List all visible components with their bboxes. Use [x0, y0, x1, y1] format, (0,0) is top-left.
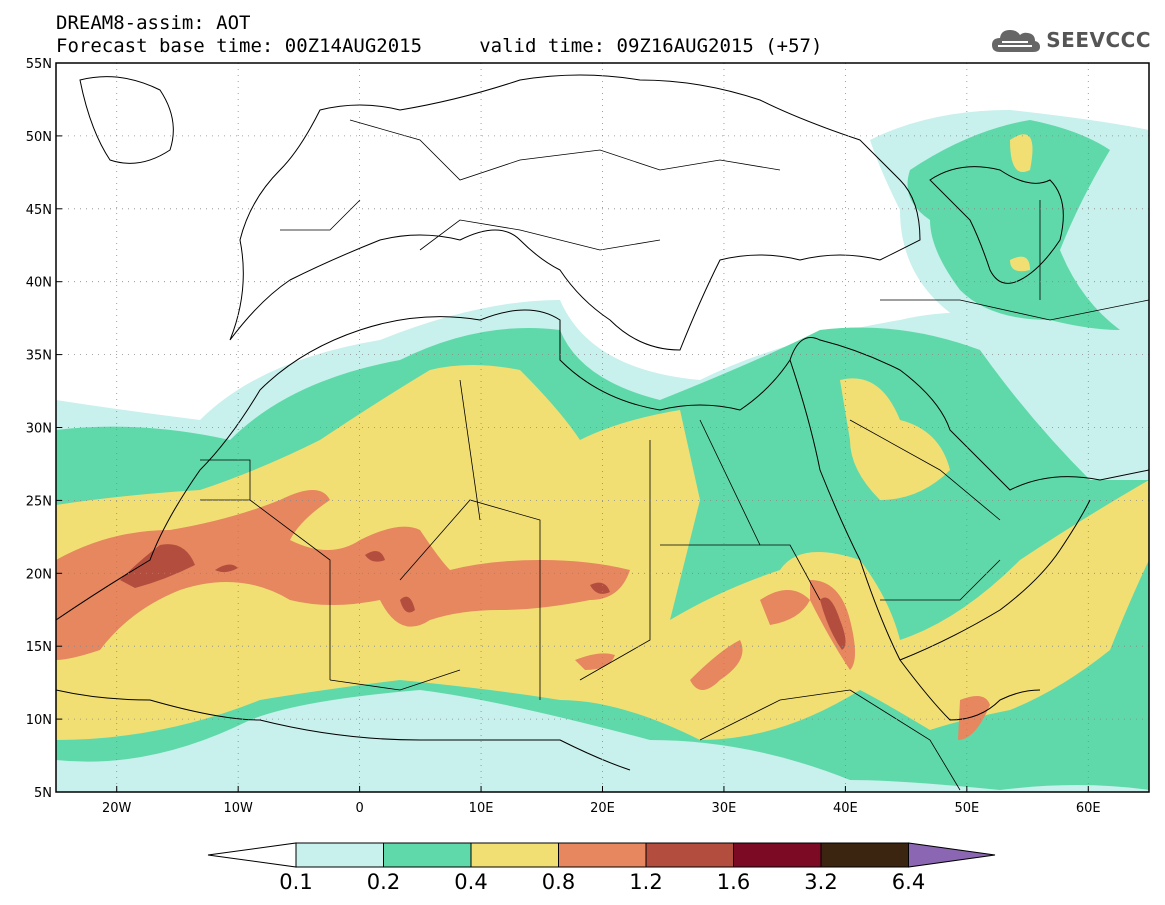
aot-contour-1.2 — [120, 544, 846, 650]
lon-label: 60E — [1076, 801, 1101, 816]
lat-label: 10N — [26, 713, 52, 728]
colorbar-swatch — [470, 842, 559, 868]
lon-label: 40E — [833, 801, 858, 816]
axis-ticks — [56, 62, 1089, 793]
lat-label: 25N — [26, 494, 52, 509]
lon-label: 30E — [712, 801, 737, 816]
colorbar-swatch — [820, 842, 909, 868]
colorbar-label: 0.2 — [367, 870, 400, 894]
colorbar-under-arrow — [207, 842, 297, 868]
lon-label: 0 — [355, 801, 363, 816]
colorbar-swatch — [645, 842, 734, 868]
latitude-labels: 55N 50N 45N 40N 35N 30N 25N 20N 15N 10N 5N — [26, 57, 52, 801]
lat-label: 35N — [26, 349, 52, 364]
lon-label: 20W — [102, 801, 132, 816]
lat-label: 55N — [26, 57, 52, 72]
graticule — [56, 63, 1149, 792]
lat-label: 45N — [26, 203, 52, 218]
colorbar-swatch — [383, 842, 472, 868]
forecast-times: Forecast base time: 00Z14AUG2015 valid t… — [56, 35, 823, 57]
cloud-logo-icon — [992, 30, 1041, 52]
coastlines — [56, 74, 1149, 771]
lat-label: 50N — [26, 130, 52, 145]
colorbar-label: 0.8 — [542, 870, 575, 894]
lat-label: 15N — [26, 640, 52, 655]
colorbar-label: 3.2 — [804, 870, 837, 894]
colorbar-label: 6.4 — [892, 870, 925, 894]
colorbar-label: 0.4 — [454, 870, 487, 894]
lon-label: 50E — [954, 801, 979, 816]
colorbar-label: 1.6 — [717, 870, 750, 894]
lon-label: 10W — [223, 801, 253, 816]
lon-label: 20E — [590, 801, 615, 816]
aot-field — [56, 110, 1149, 792]
lon-label: 10E — [469, 801, 494, 816]
map-title: DREAM8-assim: AOT — [56, 12, 251, 34]
colorbar-label: 0.1 — [279, 870, 312, 894]
borders — [200, 119, 1149, 791]
colorbar-swatch — [295, 842, 384, 868]
seevccc-logo: SEEVCCC — [990, 24, 1151, 56]
lat-label: 5N — [34, 786, 52, 801]
logo-text: SEEVCCC — [1046, 28, 1151, 52]
colorbar-label: 1.2 — [629, 870, 662, 894]
lat-label: 30N — [26, 422, 52, 437]
colorbar-over-arrow — [908, 842, 996, 868]
lat-label: 40N — [26, 276, 52, 291]
colorbar-swatch — [733, 842, 822, 868]
lat-label: 20N — [26, 567, 52, 582]
aot-contour-0.4 — [56, 134, 1149, 740]
colorbar-swatch — [558, 842, 647, 868]
longitude-labels: 20W 10W 0 10E 20E 30E 40E 50E 60E — [102, 801, 1101, 816]
